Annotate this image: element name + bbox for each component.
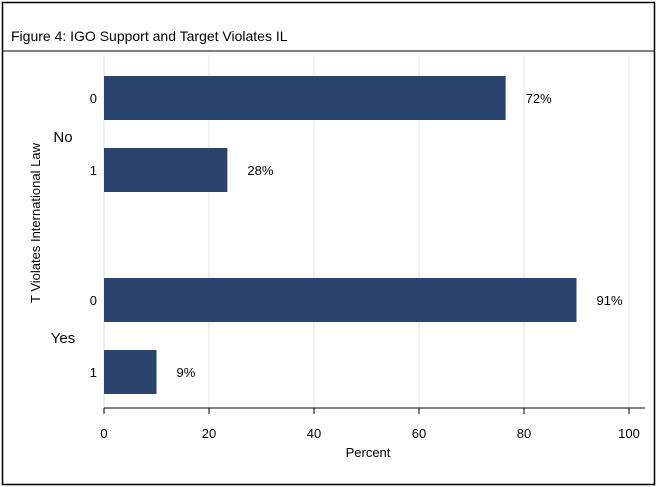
bar-category-label: 0 [90, 293, 97, 308]
x-axis-label: Percent [346, 445, 391, 460]
bar-value-label: 72% [526, 91, 552, 106]
x-tick-label: 80 [517, 426, 531, 441]
x-tick-label: 0 [100, 426, 107, 441]
bar [104, 76, 506, 120]
labels: No 0 72% 1 28% Yes 0 91% 1 9% [51, 91, 623, 380]
chart-title: Figure 4: IGO Support and Target Violate… [11, 28, 288, 44]
bar-value-label: 91% [597, 293, 623, 308]
bar-value-label: 9% [177, 365, 196, 380]
x-tick-label: 20 [202, 426, 216, 441]
group-label: Yes [51, 330, 75, 347]
bar [104, 350, 157, 394]
x-axis: 0 20 40 60 80 100 [100, 407, 645, 441]
bar-value-label: 28% [247, 163, 273, 178]
x-tick-label: 60 [412, 426, 426, 441]
bar-category-label: 1 [90, 365, 97, 380]
y-axis-label: T Violates International Law [28, 142, 43, 303]
bar-category-label: 0 [90, 91, 97, 106]
x-tick-label: 40 [307, 426, 321, 441]
bar-category-label: 1 [90, 163, 97, 178]
bar [104, 148, 228, 192]
bar [104, 278, 577, 322]
bars [104, 76, 577, 394]
x-tick-label: 100 [618, 426, 640, 441]
group-label: No [53, 129, 72, 146]
